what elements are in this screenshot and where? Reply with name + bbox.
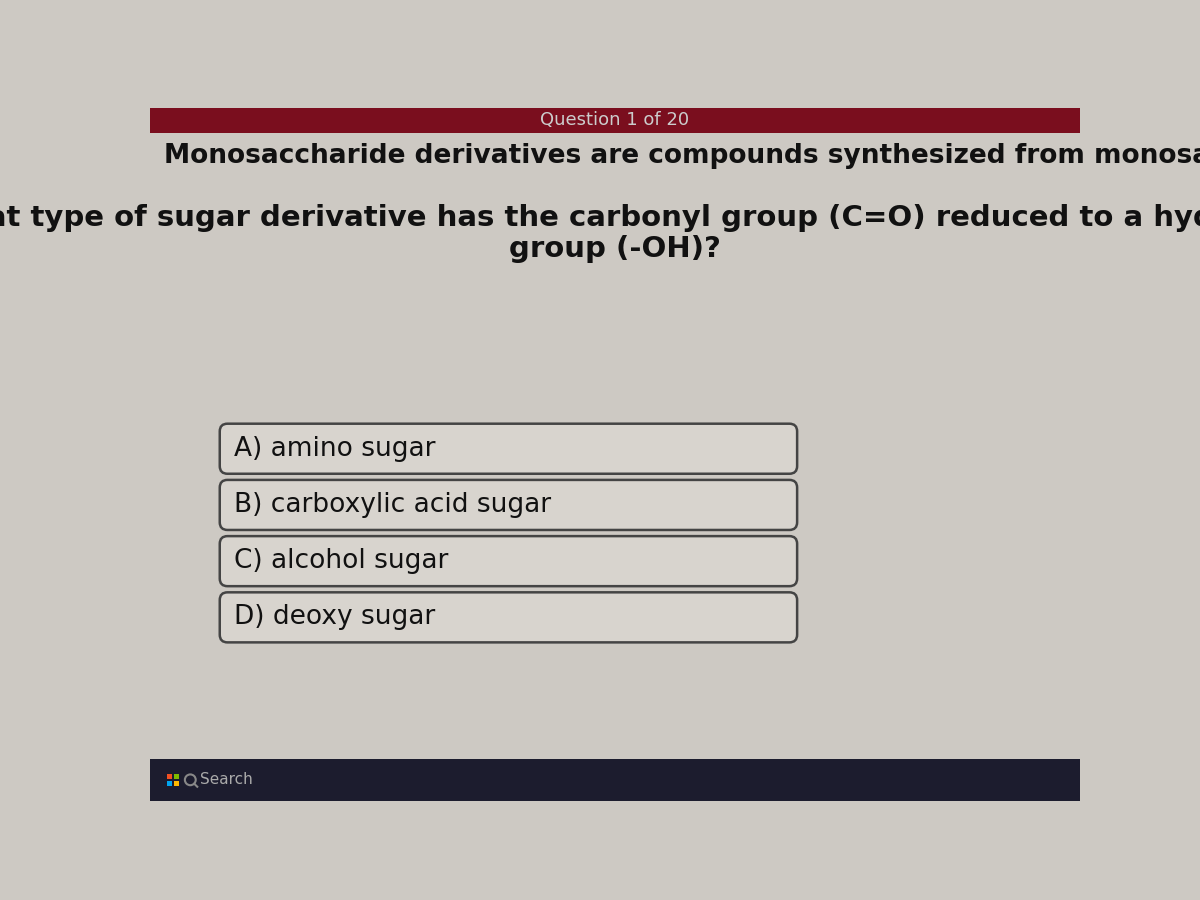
Text: C) alcohol sugar: C) alcohol sugar xyxy=(234,548,448,574)
Text: A) amino sugar: A) amino sugar xyxy=(234,436,436,462)
Text: D) deoxy sugar: D) deoxy sugar xyxy=(234,605,434,630)
FancyBboxPatch shape xyxy=(220,424,797,473)
Text: Question 1 of 20: Question 1 of 20 xyxy=(540,112,690,130)
Text: Monosaccharide derivatives are compounds synthesized from monosaccharides.: Monosaccharide derivatives are compounds… xyxy=(164,142,1200,168)
Bar xyxy=(174,780,180,786)
Bar xyxy=(174,774,180,779)
Bar xyxy=(150,108,1080,132)
Text: Search: Search xyxy=(200,772,253,788)
Bar xyxy=(150,759,1080,801)
FancyBboxPatch shape xyxy=(220,536,797,586)
Text: What type of sugar derivative has the carbonyl group (C=O) reduced to a hydroxyl: What type of sugar derivative has the ca… xyxy=(0,204,1200,232)
Text: B) carboxylic acid sugar: B) carboxylic acid sugar xyxy=(234,492,551,517)
Bar xyxy=(167,774,173,779)
FancyBboxPatch shape xyxy=(220,592,797,643)
FancyBboxPatch shape xyxy=(220,480,797,530)
Bar xyxy=(167,780,173,786)
Text: group (-OH)?: group (-OH)? xyxy=(509,235,721,263)
